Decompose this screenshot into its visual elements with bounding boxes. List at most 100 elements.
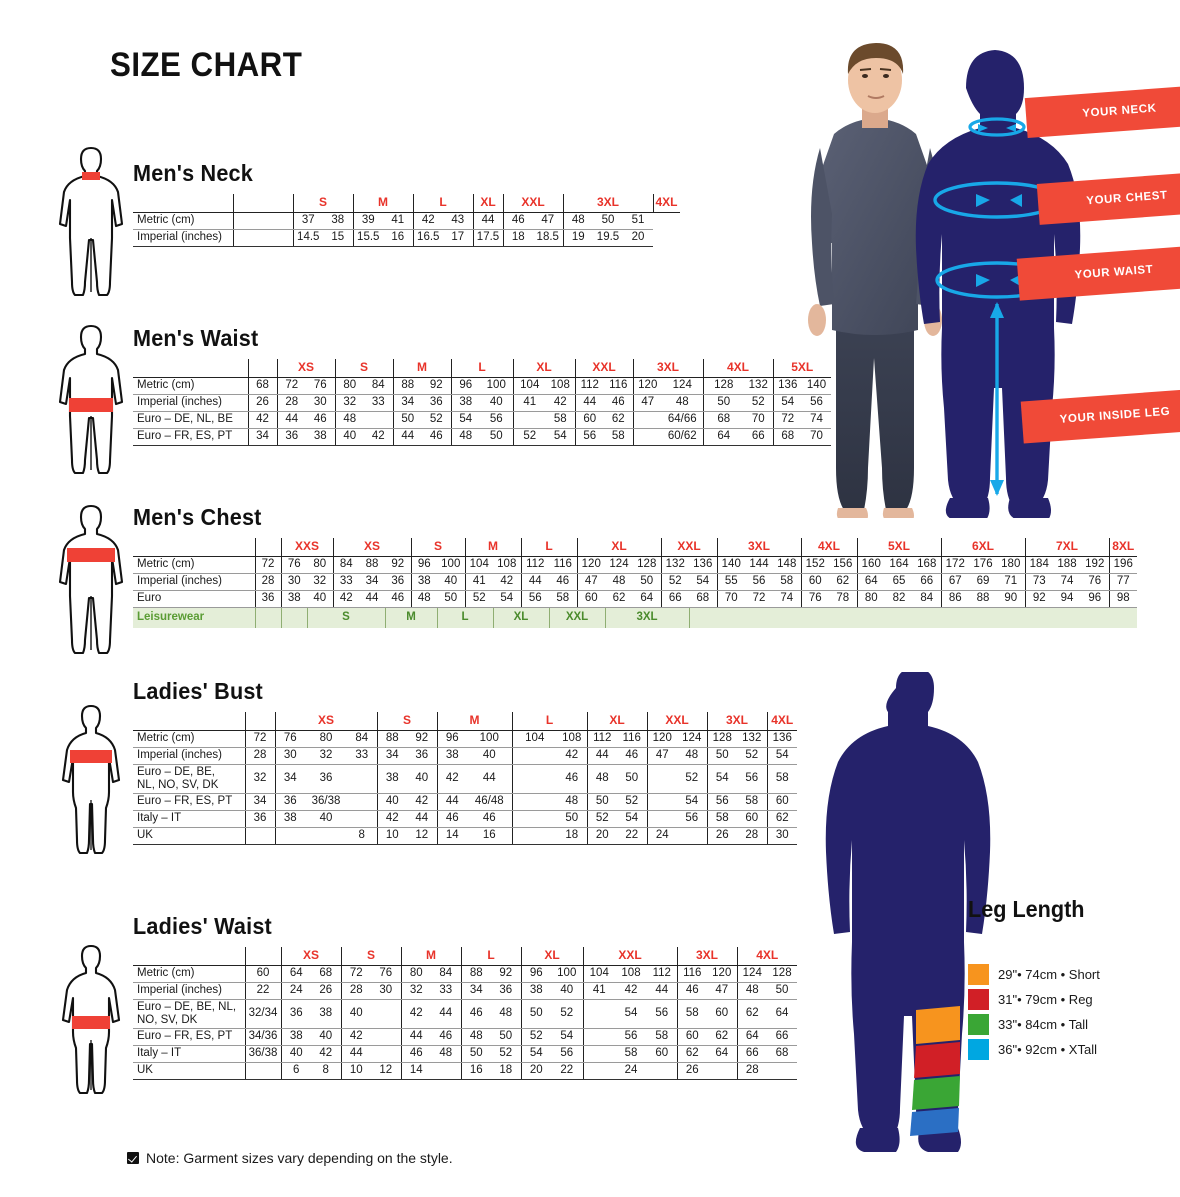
table-cell: 10 [340, 1062, 371, 1080]
table-cell: 42 [436, 764, 467, 794]
table-cell: 40 [305, 810, 347, 828]
table-cell: 50 [617, 764, 647, 794]
table-cell: 44 [467, 764, 512, 794]
table-cell: 12 [371, 1062, 401, 1080]
table-cell: 50 [702, 394, 744, 412]
table-cell: 62 [736, 999, 767, 1029]
table-cell: 44 [400, 1028, 431, 1046]
leisurewear-row: Leisurewear S M L XL XXL 3XL [133, 607, 1137, 628]
table-cell: 62 [604, 411, 633, 429]
table-cell: 28 [340, 982, 371, 1000]
table-cell: 12 [407, 827, 437, 845]
figure-mens-neck [52, 142, 130, 302]
table-cell [646, 764, 677, 794]
table-cell: 20 [520, 1062, 551, 1080]
table-cell: 37 [292, 212, 323, 230]
table-row: Euro – FR, ES, PT 34 36 38 40 42 44 46 48 50 52 54 5… [133, 428, 831, 446]
table-cell: 108 [557, 730, 587, 748]
table-cell: 60 [737, 810, 767, 828]
table-corner-cell [133, 538, 256, 557]
table-cell: 42 [340, 1028, 371, 1046]
table-cell: 76 [274, 730, 305, 748]
table-cell: 40 [376, 793, 407, 811]
table-cell: 54 [677, 793, 707, 811]
table-cell: 68 [689, 590, 717, 608]
table-cell: 40 [334, 428, 364, 446]
table-row: Imperial (inches) 28 30 32 33 34 36 38 40 42 44 46 4… [133, 747, 797, 765]
table-cell: 36 [274, 793, 305, 811]
table-cell: 58 [615, 1045, 647, 1063]
table-cell: 42 [364, 428, 393, 446]
table-cell [371, 1045, 401, 1063]
table-cell: 52 [491, 1045, 521, 1063]
table-cell: 32 [245, 764, 275, 794]
size-header-l: L [412, 194, 473, 213]
table-cell: 96 [450, 377, 480, 395]
table-cell: 62 [707, 1028, 737, 1046]
size-header-5xl: 5XL [772, 359, 831, 378]
table-cell: 88 [376, 730, 407, 748]
table-cell: 24 [615, 1062, 647, 1080]
size-header-xl: XL [472, 194, 503, 213]
table-cell: 47 [707, 982, 737, 1000]
table-cell: 72 [340, 965, 371, 983]
size-header-s: S [292, 194, 353, 213]
table-cell: 128 [706, 730, 737, 748]
table-cell: 60 [766, 793, 797, 811]
size-header-blank [255, 538, 281, 557]
size-header-xxl: XXL [574, 359, 633, 378]
ladies-bust-table: XS S M L XL XXL 3XL 4XL Metric (cm) 72 76 80 84 88 92 9… [133, 712, 797, 845]
table-cell: 76 [280, 556, 307, 574]
section-mens-chest: Men's Chest XXS XS S M L XL XXL 3XL 4XL 5XL 6XL 7XL… [133, 504, 1137, 628]
table-cell: 46 [467, 810, 512, 828]
table-cell: 46 [557, 764, 587, 794]
size-header-xxs: XXS [280, 538, 333, 557]
table-cell: 54 [551, 1028, 583, 1046]
table-cell: 48 [334, 411, 364, 429]
size-header-xs: XS [280, 947, 341, 966]
table-cell: 69 [969, 573, 997, 591]
table-cell: 34 [274, 764, 305, 794]
row-label: Imperial (inches) [133, 394, 249, 412]
table-cell: 94 [1053, 590, 1081, 608]
table-cell: 47 [646, 747, 677, 765]
table-cell: 14 [400, 1062, 431, 1080]
table-cell: 112 [647, 965, 677, 983]
section-title: Men's Chest [133, 504, 262, 530]
table-cell [263, 212, 293, 230]
legend-swatch-xtall [968, 1039, 989, 1060]
table-cell: 39 [352, 212, 383, 230]
table-cell: 50 [520, 999, 551, 1029]
table-cell: 100 [551, 965, 583, 983]
table-cell: 46 [400, 1045, 431, 1063]
table-cell: 148 [773, 556, 801, 574]
row-label: Imperial (inches) [133, 982, 246, 1000]
table-cell: 46 [431, 1028, 461, 1046]
size-header-l: L [520, 538, 577, 557]
table-cell: 92 [385, 556, 411, 574]
table-cell [233, 229, 263, 247]
table-cell: 72 [745, 590, 773, 608]
table-cell: 36/38 [305, 793, 347, 811]
table-cell [371, 999, 401, 1029]
table-cell: 40 [307, 590, 333, 608]
table-row: UK 8 10 12 14 16 18 20 22 24 26 28 30 [133, 827, 797, 845]
table-cell: 30 [766, 827, 797, 845]
size-header-xxl: XXL [582, 947, 677, 966]
table-cell: 43 [443, 212, 473, 230]
table-cell: 46 [436, 810, 467, 828]
table-cell: 56 [520, 590, 549, 608]
table-row: Euro – FR, ES, PT 34/36 38 40 42 44 46 48 50 52 54… [133, 1028, 797, 1046]
table-cell: 50 [491, 1028, 521, 1046]
section-mens-waist: Men's Waist XS S M L XL XXL 3XL 4XL 5XL Metric (c… [133, 325, 831, 446]
table-cell: 34/36 [245, 1028, 281, 1046]
size-header-m: M [464, 538, 521, 557]
table-cell: 120 [646, 730, 677, 748]
table-cell: 14 [436, 827, 467, 845]
table-cell [582, 1028, 615, 1046]
table-cell: 46/48 [467, 793, 512, 811]
table-cell: 52 [464, 590, 493, 608]
table-cell: 36 [407, 747, 437, 765]
table-cell: 28 [737, 827, 767, 845]
